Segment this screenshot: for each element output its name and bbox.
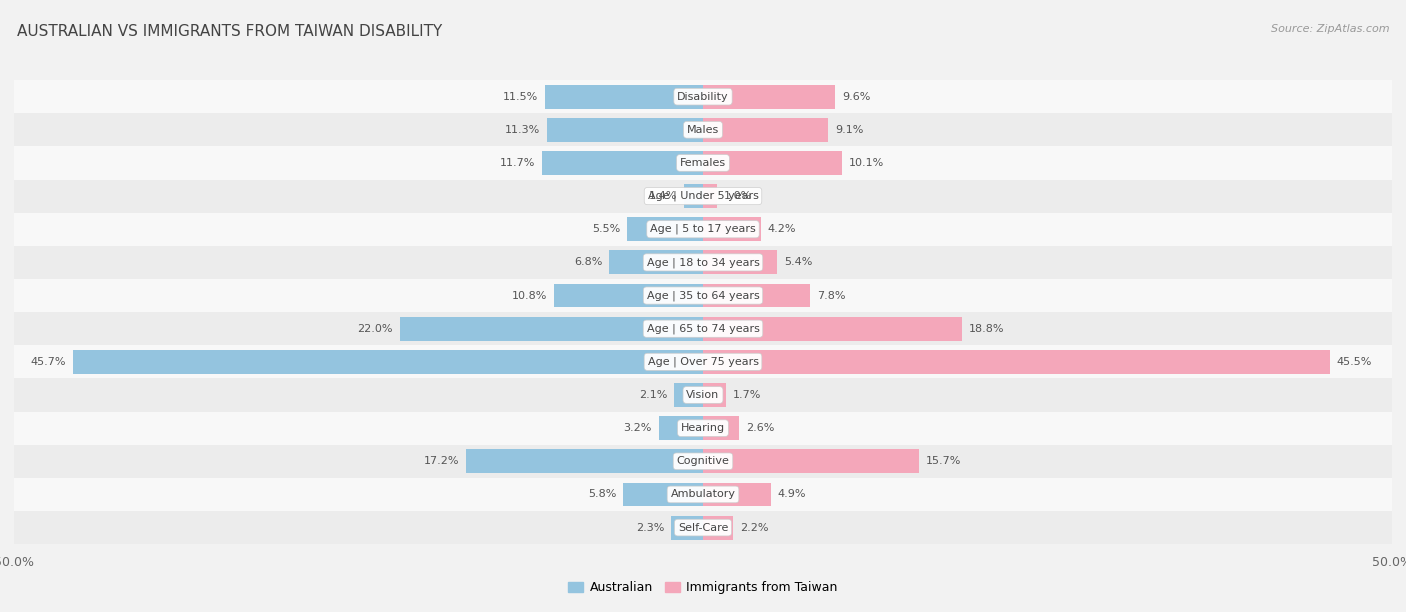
Legend: Australian, Immigrants from Taiwan: Australian, Immigrants from Taiwan <box>564 577 842 599</box>
Bar <box>703 283 810 307</box>
Text: 15.7%: 15.7% <box>927 457 962 466</box>
Bar <box>703 516 734 540</box>
Bar <box>703 217 761 241</box>
Text: Hearing: Hearing <box>681 423 725 433</box>
Bar <box>14 312 1392 345</box>
Bar <box>554 283 703 307</box>
Text: Cognitive: Cognitive <box>676 457 730 466</box>
Text: Age | 18 to 34 years: Age | 18 to 34 years <box>647 257 759 267</box>
Text: 17.2%: 17.2% <box>423 457 460 466</box>
Text: 2.2%: 2.2% <box>740 523 769 532</box>
Text: 5.4%: 5.4% <box>785 258 813 267</box>
Bar <box>547 118 703 142</box>
Text: Age | Over 75 years: Age | Over 75 years <box>648 357 758 367</box>
Bar <box>609 250 703 274</box>
Bar <box>703 84 835 108</box>
Bar <box>673 383 703 407</box>
Text: Females: Females <box>681 158 725 168</box>
Text: 1.7%: 1.7% <box>734 390 762 400</box>
Bar <box>399 317 703 341</box>
Bar <box>659 416 703 440</box>
Text: 5.8%: 5.8% <box>588 490 616 499</box>
Text: 10.1%: 10.1% <box>849 158 884 168</box>
Bar <box>703 482 770 506</box>
Text: 6.8%: 6.8% <box>574 258 602 267</box>
Text: 3.2%: 3.2% <box>624 423 652 433</box>
Text: 5.5%: 5.5% <box>592 224 620 234</box>
Bar <box>703 383 727 407</box>
Bar <box>627 217 703 241</box>
Bar <box>14 411 1392 445</box>
Text: 1.4%: 1.4% <box>648 191 676 201</box>
Text: AUSTRALIAN VS IMMIGRANTS FROM TAIWAN DISABILITY: AUSTRALIAN VS IMMIGRANTS FROM TAIWAN DIS… <box>17 24 441 40</box>
Bar <box>14 212 1392 246</box>
Text: Age | Under 5 years: Age | Under 5 years <box>648 191 758 201</box>
Text: 2.1%: 2.1% <box>638 390 668 400</box>
Bar <box>703 151 842 175</box>
Bar <box>73 350 703 374</box>
Bar <box>703 350 1330 374</box>
Bar <box>14 279 1392 312</box>
Text: Source: ZipAtlas.com: Source: ZipAtlas.com <box>1271 24 1389 34</box>
Bar <box>703 118 828 142</box>
Text: 11.7%: 11.7% <box>499 158 534 168</box>
Text: 11.5%: 11.5% <box>502 92 537 102</box>
Bar <box>683 184 703 208</box>
Bar <box>14 378 1392 411</box>
Text: 4.9%: 4.9% <box>778 490 806 499</box>
Bar <box>703 250 778 274</box>
Text: 2.3%: 2.3% <box>636 523 665 532</box>
Bar <box>544 84 703 108</box>
Bar <box>14 511 1392 544</box>
Bar <box>703 449 920 473</box>
Text: 1.0%: 1.0% <box>724 191 752 201</box>
Bar <box>671 516 703 540</box>
Text: 45.7%: 45.7% <box>31 357 66 367</box>
Text: 2.6%: 2.6% <box>745 423 775 433</box>
Bar <box>703 317 962 341</box>
Bar <box>465 449 703 473</box>
Text: 9.6%: 9.6% <box>842 92 870 102</box>
Text: Age | 5 to 17 years: Age | 5 to 17 years <box>650 224 756 234</box>
Bar <box>623 482 703 506</box>
Bar <box>14 146 1392 179</box>
Text: Self-Care: Self-Care <box>678 523 728 532</box>
Bar <box>703 184 717 208</box>
Bar <box>14 445 1392 478</box>
Text: 7.8%: 7.8% <box>817 291 846 300</box>
Text: 9.1%: 9.1% <box>835 125 863 135</box>
Text: Age | 65 to 74 years: Age | 65 to 74 years <box>647 324 759 334</box>
Text: 11.3%: 11.3% <box>505 125 540 135</box>
Text: Age | 35 to 64 years: Age | 35 to 64 years <box>647 290 759 300</box>
Text: Vision: Vision <box>686 390 720 400</box>
Text: 18.8%: 18.8% <box>969 324 1004 334</box>
Bar <box>14 246 1392 279</box>
Bar <box>14 345 1392 378</box>
Bar <box>14 478 1392 511</box>
Bar <box>14 80 1392 113</box>
Text: 22.0%: 22.0% <box>357 324 392 334</box>
Text: Disability: Disability <box>678 92 728 102</box>
Bar <box>14 179 1392 212</box>
Bar <box>703 416 738 440</box>
Text: 45.5%: 45.5% <box>1337 357 1372 367</box>
Bar <box>541 151 703 175</box>
Text: 4.2%: 4.2% <box>768 224 796 234</box>
Text: 10.8%: 10.8% <box>512 291 547 300</box>
Text: Ambulatory: Ambulatory <box>671 490 735 499</box>
Bar <box>14 113 1392 146</box>
Text: Males: Males <box>688 125 718 135</box>
